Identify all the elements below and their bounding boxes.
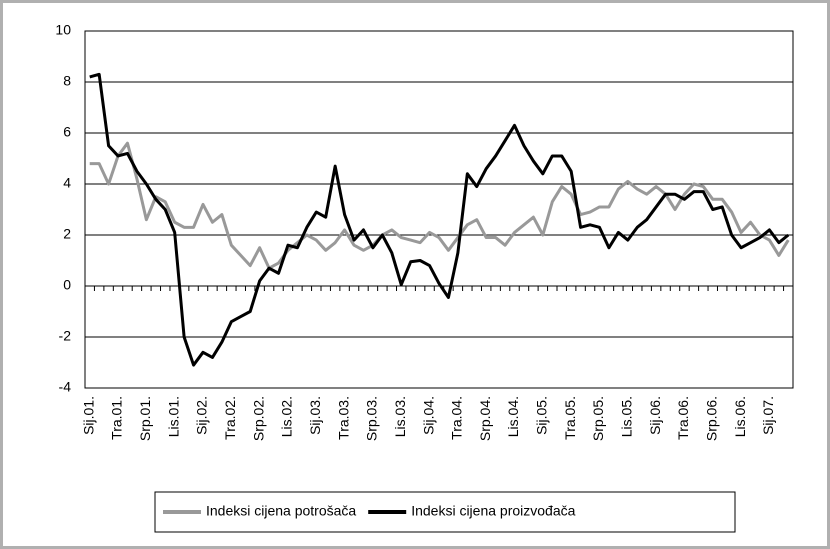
x-tick-label: Lis.02.	[279, 396, 295, 437]
x-tick-label: Tra.02.	[222, 396, 238, 440]
x-tick-label: Srp.01.	[137, 396, 153, 441]
x-tick-label: Tra.06.	[675, 396, 691, 440]
y-tick-label: 10	[55, 22, 71, 38]
series-line	[89, 72, 790, 367]
x-tick-label: Sij.06.	[647, 396, 663, 435]
x-tick-label: Lis.03.	[392, 396, 408, 437]
x-tick-label: Tra.05.	[562, 396, 578, 440]
x-tick-label: Srp.02.	[250, 396, 266, 441]
x-tick-label: Lis.04.	[505, 396, 521, 437]
legend-label: Indeksi cijena potrošača	[206, 503, 356, 519]
y-tick-label: 6	[63, 124, 71, 140]
x-tick-label: Lis.01.	[165, 396, 181, 437]
x-tick-label: Sij.07.	[760, 396, 776, 435]
x-tick-label: Sij.04.	[420, 396, 436, 435]
legend-label: Indeksi cijena proizvođača	[411, 503, 575, 519]
x-tick-label: Sij.01.	[80, 396, 96, 435]
y-tick-label: 0	[63, 277, 71, 293]
x-tick-label: Tra.04.	[449, 396, 465, 440]
x-tick-label: Lis.06.	[732, 396, 748, 437]
x-tick-label: Tra.03.	[335, 396, 351, 440]
x-tick-label: Lis.05.	[619, 396, 635, 437]
x-tick-label: Srp.05.	[590, 396, 606, 441]
x-tick-label: Srp.03.	[364, 396, 380, 441]
x-tick-label: Sij.05.	[534, 396, 550, 435]
y-tick-label: -2	[59, 328, 72, 344]
y-tick-label: 2	[63, 226, 71, 242]
y-tick-label: -4	[59, 379, 72, 395]
series-line	[89, 141, 790, 270]
y-tick-label: 4	[63, 175, 71, 191]
legend-box	[154, 491, 736, 533]
x-tick-label: Tra.01.	[109, 396, 125, 440]
x-tick-label: Srp.04.	[477, 396, 493, 441]
y-tick-label: 8	[63, 73, 71, 89]
x-tick-label: Srp.06.	[703, 396, 719, 441]
x-tick-label: Sij.03.	[307, 396, 323, 435]
x-tick-label: Sij.02.	[194, 396, 210, 435]
